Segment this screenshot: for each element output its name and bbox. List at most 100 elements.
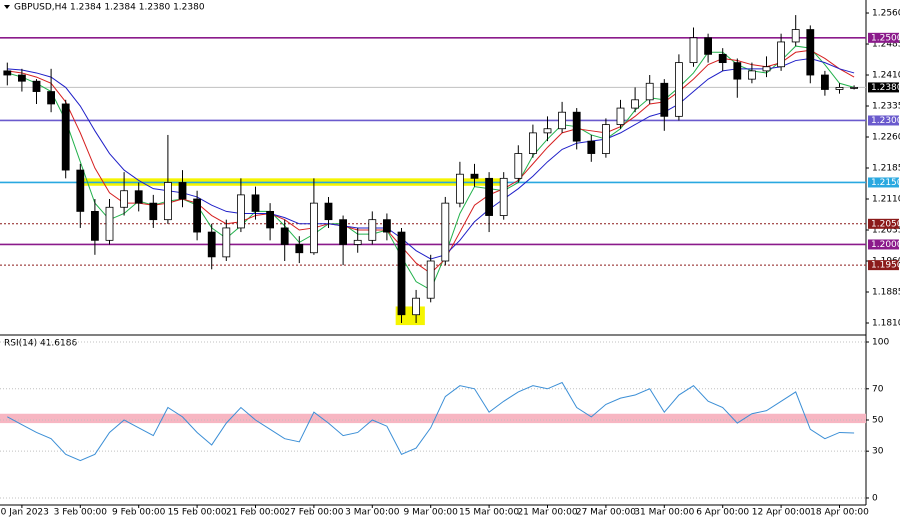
candle-body bbox=[120, 190, 128, 208]
candle-body bbox=[339, 219, 348, 245]
candle-body bbox=[17, 74, 26, 82]
candle-body bbox=[821, 74, 829, 90]
candle-body bbox=[470, 173, 479, 179]
indicator-title: RSI(14) 41.6186 bbox=[4, 339, 77, 349]
candle-body bbox=[91, 211, 99, 241]
candle-body bbox=[514, 153, 523, 179]
x-tick-label: 27 Mar 00:00 bbox=[576, 508, 636, 517]
candle-body bbox=[47, 91, 55, 105]
symbol-arrow bbox=[4, 5, 10, 9]
chart-title: GBPUSD,H4 1.2384 1.2384 1.2380 1.2380 bbox=[14, 3, 205, 13]
candle-body bbox=[280, 227, 289, 245]
candle-body bbox=[105, 206, 114, 241]
candle-body bbox=[616, 107, 625, 126]
candle-body bbox=[850, 87, 858, 89]
level-label-box bbox=[868, 32, 899, 43]
candle-body bbox=[163, 182, 172, 221]
candle-body bbox=[631, 99, 639, 109]
candle-body bbox=[835, 87, 844, 90]
indicator-y-tick-label: 70 bbox=[872, 384, 884, 394]
level-label: 1.2500 bbox=[871, 33, 900, 43]
y-tick-label: 1.2560 bbox=[872, 9, 900, 19]
candle-body bbox=[3, 70, 12, 76]
x-tick-label: 12 Apr 00:00 bbox=[752, 508, 811, 517]
level-label: 1.2050 bbox=[871, 219, 900, 229]
candle-body bbox=[689, 37, 698, 64]
level-label-box bbox=[868, 177, 899, 188]
candle-body bbox=[704, 37, 712, 55]
x-tick-label: 15 Feb 00:00 bbox=[168, 508, 227, 517]
y-tick-label: 1.2335 bbox=[872, 102, 900, 112]
candle-body bbox=[309, 202, 318, 254]
level-label-box bbox=[868, 239, 899, 250]
candle-body bbox=[572, 111, 581, 142]
candle-body bbox=[382, 219, 391, 233]
y-tick-label: 1.2485 bbox=[872, 40, 900, 50]
x-tick-label: 9 Mar 00:00 bbox=[404, 508, 459, 517]
level-label: 1.2000 bbox=[871, 240, 900, 250]
y-tick-label: 1.2110 bbox=[872, 195, 900, 205]
indicator-y-tick-label: 0 bbox=[872, 493, 878, 503]
candle-body bbox=[762, 66, 771, 72]
level-label-box bbox=[868, 115, 899, 126]
candle-body bbox=[266, 211, 275, 229]
candle-body bbox=[426, 260, 435, 299]
x-tick-label: 27 Feb 00:00 bbox=[284, 508, 343, 517]
candle-body bbox=[587, 140, 596, 154]
indicator-band bbox=[0, 413, 866, 424]
level-label: 1.2150 bbox=[871, 178, 900, 188]
candle-body bbox=[499, 177, 508, 216]
candle-body bbox=[368, 219, 377, 241]
x-tick-label: 18 Apr 00:00 bbox=[810, 508, 869, 517]
candle-body bbox=[236, 194, 245, 229]
candle-body bbox=[777, 41, 785, 68]
candle-body bbox=[455, 173, 464, 204]
candle-body bbox=[485, 177, 494, 216]
y-tick-label: 1.2185 bbox=[872, 164, 900, 174]
candle-body bbox=[295, 244, 304, 254]
level-label: 1.1950 bbox=[871, 261, 900, 271]
x-tick-label: 3 Feb 00:00 bbox=[54, 508, 108, 517]
candle-body bbox=[748, 70, 756, 80]
indicator-line bbox=[7, 381, 855, 462]
candle-body bbox=[718, 53, 727, 64]
candle-body bbox=[134, 190, 143, 204]
candle-body bbox=[412, 297, 421, 316]
candle-body bbox=[529, 132, 537, 154]
candle-body bbox=[441, 202, 450, 262]
candle-body bbox=[660, 82, 669, 117]
candle-body bbox=[207, 231, 216, 258]
level-label-box bbox=[868, 218, 899, 229]
candle-body bbox=[791, 29, 800, 43]
y-tick-label: 1.2410 bbox=[872, 71, 900, 81]
candle-body bbox=[397, 231, 406, 316]
candle-body bbox=[32, 80, 41, 92]
candle-body bbox=[558, 111, 566, 130]
x-tick-label: 21 Feb 00:00 bbox=[226, 508, 285, 517]
indicator-y-tick-label: 50 bbox=[872, 415, 884, 425]
candle-body bbox=[76, 169, 85, 212]
y-tick-label: 1.1810 bbox=[872, 318, 900, 328]
current-price-label: 1.2380 bbox=[871, 83, 900, 93]
candle-body bbox=[675, 62, 683, 117]
candle-body bbox=[353, 239, 362, 245]
y-tick-label: 1.1885 bbox=[872, 288, 900, 298]
candle-body bbox=[193, 198, 202, 233]
candle-body bbox=[324, 202, 333, 221]
x-tick-label: 9 Feb 00:00 bbox=[112, 508, 166, 517]
x-tick-label: 6 Apr 00:00 bbox=[696, 508, 749, 517]
candle-body bbox=[61, 103, 70, 171]
candle-body bbox=[602, 124, 610, 154]
level-label: 1.2300 bbox=[871, 116, 900, 126]
indicator-y-tick-label: 30 bbox=[872, 447, 884, 457]
candle-body bbox=[645, 82, 654, 101]
candle-body bbox=[149, 202, 158, 221]
x-tick-label: 21 Mar 00:00 bbox=[517, 508, 577, 517]
x-tick-label: 30 Jan 2023 bbox=[0, 508, 49, 517]
candle-body bbox=[543, 128, 552, 134]
current-price-box bbox=[868, 82, 899, 93]
candle-body bbox=[178, 182, 187, 200]
x-tick-label: 3 Mar 00:00 bbox=[345, 508, 400, 517]
